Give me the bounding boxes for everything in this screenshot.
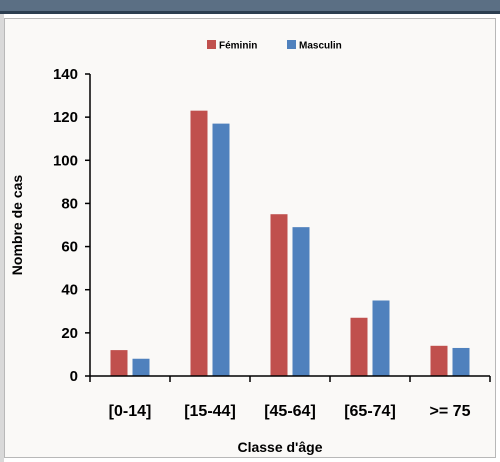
y-tick-label: 80 — [61, 195, 78, 212]
y-tick-label: 60 — [61, 239, 78, 256]
bar-feminin — [270, 214, 288, 376]
legend-label-masculin: Masculin — [299, 41, 342, 52]
window-top-bar — [0, 0, 500, 14]
x-category-label: [45-64] — [264, 403, 316, 420]
window-left-edge — [0, 14, 4, 462]
bar-masculin — [212, 123, 230, 376]
x-category-label: [65-74] — [344, 403, 396, 420]
legend-swatch-feminin — [207, 40, 216, 49]
bar-feminin — [190, 110, 208, 377]
y-tick-label: 100 — [53, 152, 78, 169]
legend-swatch-masculin — [287, 40, 296, 49]
legend-label-feminin: Féminin — [219, 41, 257, 52]
legend: Féminin Masculin — [207, 40, 342, 52]
bar-masculin — [452, 347, 470, 376]
y-tick-label: 140 — [53, 66, 78, 83]
y-tick-label: 20 — [61, 325, 78, 342]
bar-feminin — [430, 345, 448, 376]
x-axis-title: Classe d'âge — [237, 439, 322, 455]
bars — [110, 110, 470, 377]
x-category-label: [15-44] — [184, 403, 236, 420]
bar-feminin — [350, 317, 368, 376]
y-tick-label: 40 — [61, 282, 78, 299]
x-axis-ticks: [0-14] [15-44] [45-64] [65-74] >= 75 — [89, 376, 491, 420]
chart-panel — [4, 18, 496, 458]
y-tick-label: 0 — [70, 368, 78, 385]
bar-feminin — [110, 350, 128, 376]
bar-masculin — [132, 358, 150, 376]
bar-masculin — [372, 300, 390, 376]
x-category-label: >= 75 — [430, 403, 471, 420]
y-axis-title: Nombre de cas — [9, 175, 25, 276]
y-axis-ticks: 0 20 40 60 80 100 120 140 — [53, 66, 90, 385]
bar-masculin — [292, 227, 310, 376]
y-tick-label: 120 — [53, 109, 78, 126]
x-category-label: [0-14] — [109, 403, 152, 420]
